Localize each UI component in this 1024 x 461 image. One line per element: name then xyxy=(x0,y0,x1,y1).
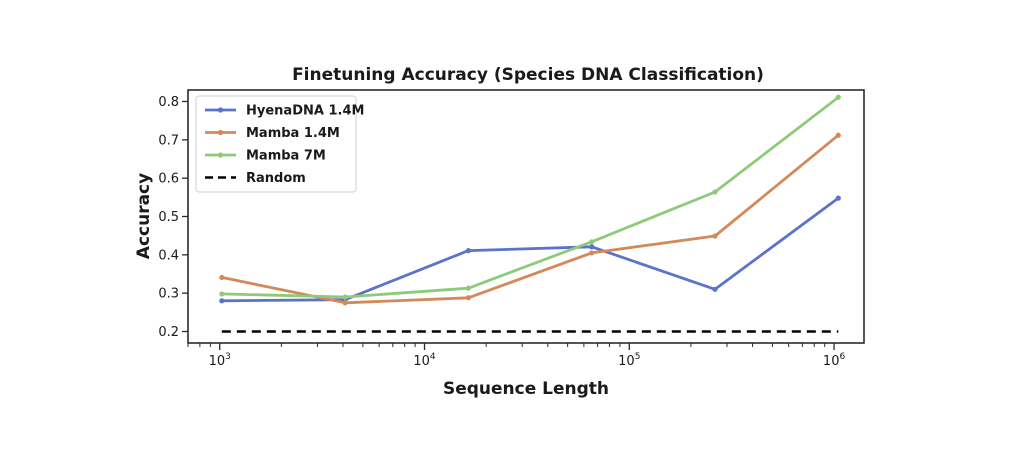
legend-label: HyenaDNA 1.4M xyxy=(246,104,364,119)
series-2-point xyxy=(342,294,348,300)
legend-box xyxy=(195,95,357,193)
series-line-0 xyxy=(220,196,840,303)
x-tick-base: 10 xyxy=(209,354,226,369)
x-tick-base: 10 xyxy=(413,354,430,369)
series-line-2 xyxy=(220,95,840,299)
series-1-point xyxy=(465,295,472,301)
series-0-point xyxy=(835,195,841,201)
legend-label: Random xyxy=(246,171,306,186)
x-tick-exponent: 4 xyxy=(430,352,436,362)
y-tick-label: 0.6 xyxy=(158,172,179,187)
x-tick-label: 103 xyxy=(209,352,231,369)
x-tick-label: 104 xyxy=(413,352,436,369)
x-axis-label: Sequence Length xyxy=(443,379,609,399)
series-2-point xyxy=(589,239,595,245)
series-1-point xyxy=(219,274,225,281)
x-tick-base: 10 xyxy=(618,354,635,369)
x-tick-exponent: 6 xyxy=(839,352,845,362)
legend-marker xyxy=(217,129,224,136)
x-tick-base: 10 xyxy=(823,354,840,369)
y-tick-label: 0.4 xyxy=(158,248,179,263)
legend-marker xyxy=(217,107,224,113)
y-tick-label: 0.2 xyxy=(158,325,179,340)
series-2-point xyxy=(835,94,841,100)
series-2-point xyxy=(712,189,718,195)
series-0-point xyxy=(712,286,718,292)
x-tick-label: 105 xyxy=(618,352,640,369)
x-tick-exponent: 5 xyxy=(635,352,641,362)
series-line-1 xyxy=(220,133,840,305)
series-2-point xyxy=(465,285,472,291)
legend-marker xyxy=(217,152,224,158)
y-tick-label: 0.7 xyxy=(158,133,179,148)
series-1-point xyxy=(589,250,595,256)
series-0-point xyxy=(589,244,595,250)
legend-label: Mamba 1.4M xyxy=(246,126,340,141)
y-tick-label: 0.5 xyxy=(158,210,179,225)
legend-label: Mamba 7M xyxy=(246,149,326,164)
x-tick-label: 106 xyxy=(823,352,846,369)
x-axis: 103 104 105 106 xyxy=(187,343,846,369)
series-2-point xyxy=(219,291,225,297)
series-1-point xyxy=(712,233,718,239)
legend: HyenaDNA 1.4M Mamba 1.4M Mamba 7M Random xyxy=(195,95,364,193)
y-axis: 0.2 0.3 0.4 0.5 0.6 0.7 0.8 xyxy=(158,95,188,340)
series-1-point xyxy=(342,300,348,306)
x-tick-exponent: 3 xyxy=(225,352,231,362)
series-layer xyxy=(219,94,841,333)
y-axis-label: Accuracy xyxy=(134,173,154,259)
series-0-point xyxy=(219,298,225,304)
y-tick-label: 0.8 xyxy=(158,95,179,110)
y-tick-label: 0.3 xyxy=(158,287,179,302)
series-1-point xyxy=(835,132,841,138)
chart-title: Finetuning Accuracy (Species DNA Classif… xyxy=(292,65,764,85)
series-0-point xyxy=(465,248,472,254)
